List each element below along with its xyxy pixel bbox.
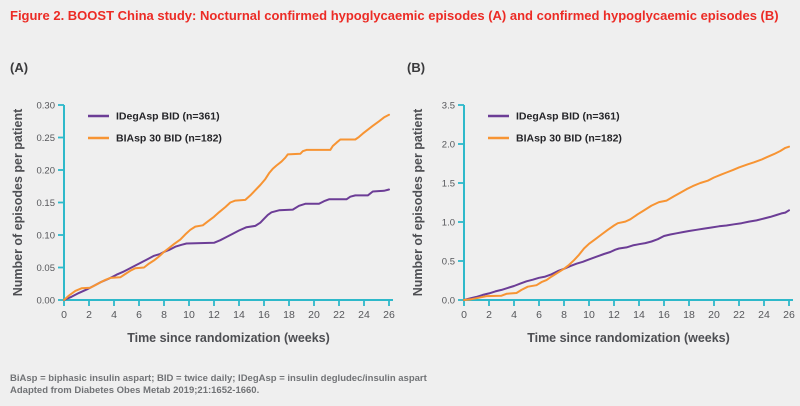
svg-text:18: 18 <box>283 309 295 321</box>
svg-text:0.5: 0.5 <box>442 257 455 268</box>
axes <box>463 105 793 301</box>
svg-text:14: 14 <box>233 309 245 321</box>
x-axis-ticks: 0 2 4 6 8 10 12 14 16 18 20 22 24 26 <box>461 300 795 321</box>
panel-label-a: (A) <box>10 60 29 75</box>
chart-confirmed-hypoglycaemic-episodes: 0.00.51.01.52.03.50 2 4 6 8 10 12 14 16 18 20 22 24 2… <box>411 101 795 346</box>
svg-text:0: 0 <box>461 309 467 321</box>
svg-text:22: 22 <box>733 309 745 321</box>
svg-text:2: 2 <box>486 309 492 321</box>
series-line-purple <box>463 209 790 301</box>
svg-text:0.10: 0.10 <box>37 231 56 242</box>
chart-nocturnal-hypoglycaemic-episodes: 0.000.050.100.150.200.250.300 2 4 6 8 10 12 14 1… <box>11 101 395 346</box>
svg-text:IDegAsp BID (n=361): IDegAsp BID (n=361) <box>116 111 220 123</box>
footnote: BiAsp = biphasic insulin aspart; BID = t… <box>10 373 790 397</box>
y-axis-title: Number of episodes per patient <box>411 108 425 296</box>
svg-text:16: 16 <box>658 309 670 321</box>
series-line-orange <box>463 145 790 301</box>
figure-title: Figure 2. BOOST China study: Nocturnal c… <box>10 8 779 23</box>
svg-text:2.0: 2.0 <box>442 140 455 151</box>
svg-text:6: 6 <box>136 309 142 321</box>
panel-label-b: (B) <box>407 60 426 75</box>
y-axis-ticks: 0.0 0.5 1.0 1.5 2.0 3.5 <box>442 101 464 307</box>
x-axis-title: Time since randomization (weeks) <box>127 331 330 345</box>
svg-text:20: 20 <box>708 309 720 321</box>
svg-text:BIAsp 30 BID (n=182): BIAsp 30 BID (n=182) <box>116 133 222 145</box>
svg-text:0.00: 0.00 <box>37 296 56 307</box>
footnote-source: Adapted from Diabetes Obes Metab 2019;21… <box>10 385 260 396</box>
svg-text:BIAsp 30 BID (n=182): BIAsp 30 BID (n=182) <box>516 133 622 145</box>
svg-text:26: 26 <box>783 309 795 321</box>
svg-text:24: 24 <box>758 309 770 321</box>
svg-text:10: 10 <box>183 309 195 321</box>
legend: IDegAsp BID (n=361) BIAsp 30 BID (n=182) <box>488 111 622 145</box>
svg-text:1.0: 1.0 <box>442 218 455 229</box>
svg-text:8: 8 <box>561 309 567 321</box>
svg-text:IDegAsp BID (n=361): IDegAsp BID (n=361) <box>516 111 620 123</box>
svg-text:20: 20 <box>308 309 320 321</box>
svg-text:3.5: 3.5 <box>442 101 455 112</box>
svg-text:4: 4 <box>511 309 517 321</box>
x-axis-title: Time since randomization (weeks) <box>527 331 730 345</box>
svg-text:26: 26 <box>383 309 395 321</box>
svg-text:12: 12 <box>208 309 220 321</box>
series-line-purple <box>63 188 390 301</box>
svg-text:0.25: 0.25 <box>37 133 56 144</box>
y-axis-ticks: 0.00 0.05 0.10 0.15 0.20 0.25 0.30 <box>37 101 64 307</box>
svg-text:24: 24 <box>358 309 370 321</box>
legend: IDegAsp BID (n=361) BIAsp 30 BID (n=182) <box>88 111 222 145</box>
svg-text:1.5: 1.5 <box>442 179 455 190</box>
svg-text:4: 4 <box>111 309 117 321</box>
axes <box>63 105 393 301</box>
svg-text:16: 16 <box>258 309 270 321</box>
series-line-orange <box>63 113 390 301</box>
svg-text:0: 0 <box>61 309 67 321</box>
svg-text:2: 2 <box>86 309 92 321</box>
svg-text:18: 18 <box>683 309 695 321</box>
svg-text:8: 8 <box>161 309 167 321</box>
x-axis-ticks: 0 2 4 6 8 10 12 14 16 18 20 22 24 26 <box>61 300 395 321</box>
y-axis-title: Number of episodes per patient <box>11 108 25 296</box>
svg-text:0.30: 0.30 <box>37 101 56 112</box>
svg-text:0.15: 0.15 <box>37 198 56 209</box>
svg-text:0.05: 0.05 <box>37 263 56 274</box>
svg-text:12: 12 <box>608 309 620 321</box>
svg-text:0.0: 0.0 <box>442 296 455 307</box>
svg-text:14: 14 <box>633 309 645 321</box>
svg-text:22: 22 <box>333 309 345 321</box>
svg-text:0.20: 0.20 <box>37 166 56 177</box>
svg-text:10: 10 <box>583 309 595 321</box>
footnote-abbreviations: BiAsp = biphasic insulin aspart; BID = t… <box>10 373 427 384</box>
svg-text:6: 6 <box>536 309 542 321</box>
